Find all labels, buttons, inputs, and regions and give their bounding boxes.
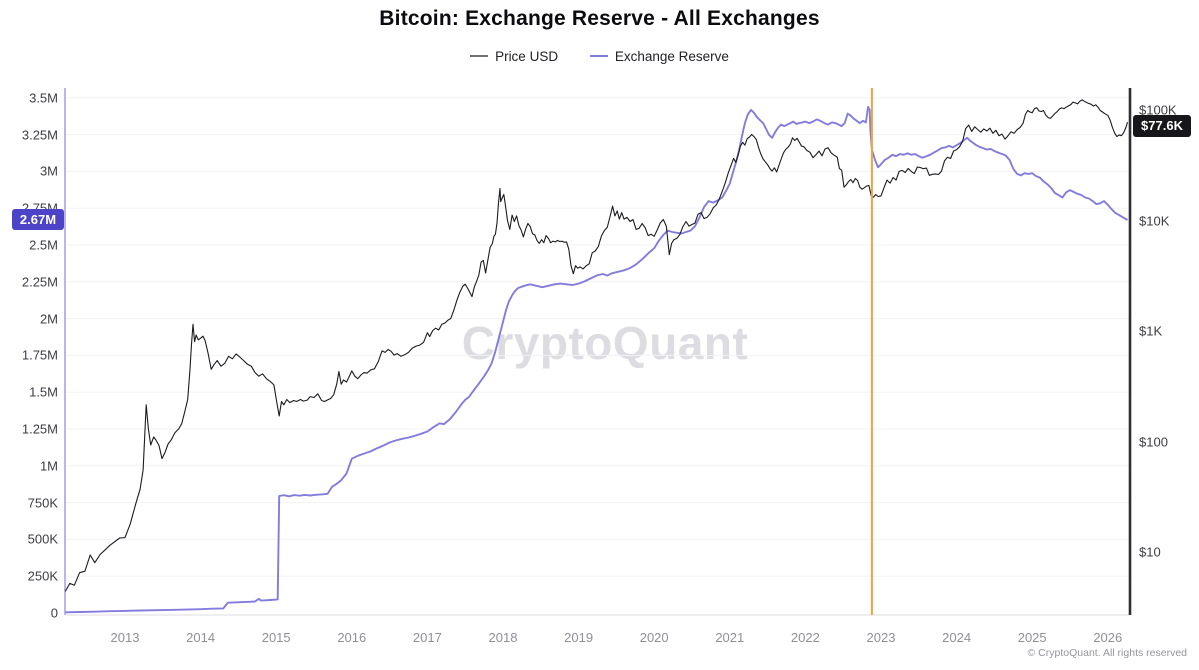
- y-left-tick-label: 2.5M: [29, 237, 58, 253]
- y-left-tick-label: 750K: [27, 495, 58, 511]
- x-axis-tick-label: 2025: [1017, 630, 1047, 645]
- price-series-line: [64, 99, 1129, 592]
- y-left-tick-label: 1.5M: [29, 384, 58, 400]
- reserve-current-badge: 2.67M: [12, 209, 64, 231]
- y-left-tick-label: 1.75M: [21, 347, 58, 363]
- reserve-series-line: [65, 105, 1128, 614]
- y-right-tick-label: $100: [1139, 434, 1168, 449]
- y-left-tick-label: 500K: [27, 531, 58, 547]
- legend-item-reserve[interactable]: Exchange Reserve: [589, 48, 729, 64]
- y-left-tick-label: 3.25M: [21, 127, 58, 143]
- y-left-tick-label: 0: [50, 605, 58, 621]
- x-axis-tick-label: 2024: [942, 630, 972, 645]
- legend-label-reserve: Exchange Reserve: [614, 48, 729, 64]
- legend-item-price[interactable]: Price USD: [470, 49, 558, 64]
- y-left-tick-label: 3.5M: [29, 90, 58, 106]
- reserve-line-swatch-icon: [589, 55, 608, 57]
- x-axis-tick-label: 2019: [564, 630, 594, 645]
- x-axis-tick-label: 2014: [186, 630, 216, 645]
- y-right-tick-label: $1K: [1139, 323, 1163, 339]
- y-left-tick-label: 3M: [39, 163, 58, 179]
- x-axis-tick-label: 2022: [790, 630, 820, 645]
- y-left-tick-label: 2.25M: [21, 274, 58, 290]
- legend-label-price: Price USD: [495, 48, 559, 64]
- x-axis-tick-label: 2015: [261, 630, 291, 645]
- y-right-tick-label: $10K: [1139, 213, 1170, 228]
- y-left-tick-label: 1M: [39, 458, 58, 474]
- copyright-note: © CryptoQuant. All rights reserved: [1027, 647, 1187, 659]
- y-right-tick-label: $100K: [1139, 102, 1177, 118]
- price-line-swatch-icon: [470, 55, 489, 57]
- y-right-tick-label: $10: [1139, 544, 1161, 560]
- y-left-tick-label: 2M: [39, 311, 58, 327]
- price-current-badge: $77.6K: [1133, 115, 1191, 138]
- x-axis-tick-label: 2021: [715, 630, 745, 645]
- y-left-tick-label: 1.25M: [21, 421, 58, 437]
- x-axis-tick-label: 2016: [337, 630, 367, 645]
- x-axis-tick-label: 2020: [639, 630, 669, 645]
- x-axis-tick-label: 2017: [412, 630, 442, 645]
- y-left-tick-label: 250K: [27, 568, 58, 584]
- x-axis-tick-label: 2023: [866, 630, 896, 645]
- x-axis-tick-label: 2013: [110, 630, 140, 645]
- chart-title: Bitcoin: Exchange Reserve - All Exchange…: [379, 7, 820, 30]
- x-axis-tick-label: 2026: [1093, 630, 1123, 645]
- x-axis-tick-label: 2018: [488, 630, 518, 645]
- legend: Price USD Exchange Reserve: [0, 45, 1199, 64]
